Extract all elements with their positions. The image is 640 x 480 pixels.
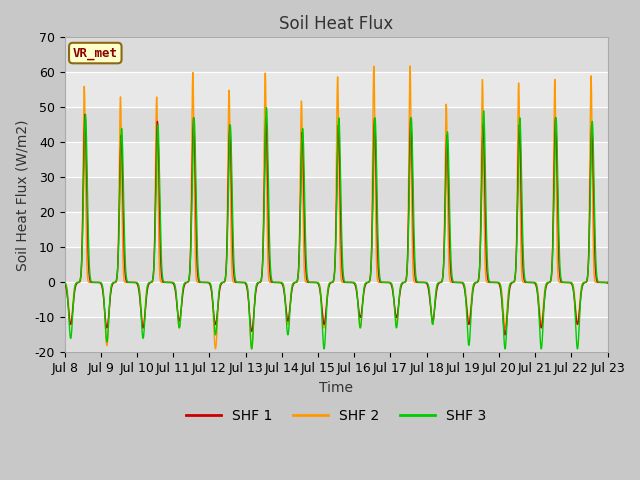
Y-axis label: Soil Heat Flux (W/m2): Soil Heat Flux (W/m2) bbox=[15, 119, 29, 271]
X-axis label: Time: Time bbox=[319, 381, 353, 395]
Bar bbox=[65, 282, 607, 317]
Bar bbox=[65, 37, 607, 72]
Bar bbox=[65, 108, 607, 143]
Bar bbox=[65, 317, 607, 352]
Title: Soil Heat Flux: Soil Heat Flux bbox=[279, 15, 393, 33]
Bar bbox=[65, 143, 607, 178]
Text: VR_met: VR_met bbox=[73, 47, 118, 60]
Legend: SHF 1, SHF 2, SHF 3: SHF 1, SHF 2, SHF 3 bbox=[180, 404, 492, 429]
Bar bbox=[65, 72, 607, 108]
Bar bbox=[65, 247, 607, 282]
Bar bbox=[65, 178, 607, 212]
Bar bbox=[65, 212, 607, 247]
